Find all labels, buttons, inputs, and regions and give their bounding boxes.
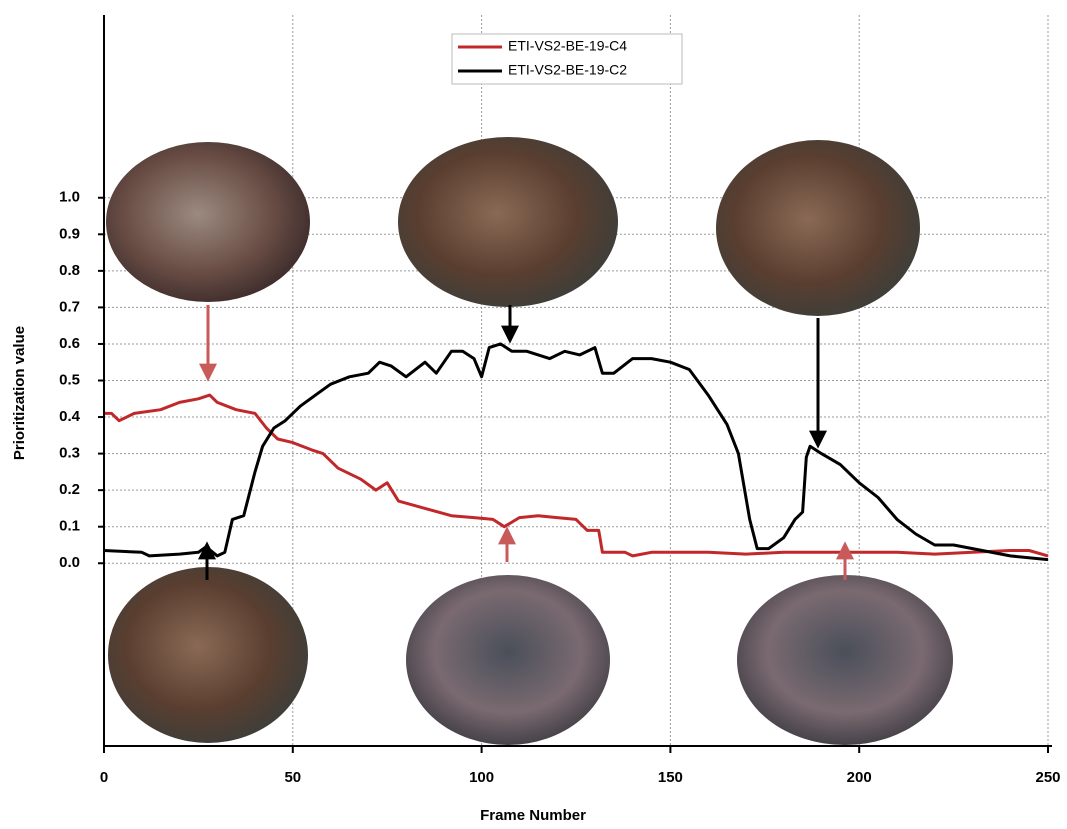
- lines: [104, 344, 1048, 560]
- photo: [737, 575, 953, 745]
- x-tick-label: 250: [1035, 769, 1060, 786]
- y-tick-label: 0.6: [59, 335, 80, 352]
- x-tick-label: 150: [658, 769, 683, 786]
- legend: ETI-VS2-BE-19-C4 ETI-VS2-BE-19-C2: [452, 34, 682, 84]
- x-tick-label: 100: [469, 769, 494, 786]
- y-tick-label: 0.2: [59, 481, 80, 498]
- series-line: [104, 344, 1048, 560]
- series-line: [104, 395, 1048, 556]
- photo: [716, 140, 920, 316]
- legend-label: ETI-VS2-BE-19-C2: [508, 62, 627, 78]
- y-tick-label: 0.5: [59, 371, 80, 388]
- y-tick-label: 0.8: [59, 262, 80, 279]
- chart: Frame Number Prioritization value ETI-VS…: [0, 0, 1067, 829]
- photo: [108, 567, 308, 743]
- y-axis-title: Prioritization value: [11, 326, 28, 460]
- photo: [398, 137, 618, 307]
- y-tick-label: 0.0: [59, 554, 80, 571]
- photos: [106, 137, 953, 745]
- y-tick-label: 0.1: [59, 518, 80, 535]
- y-tick-label: 0.4: [59, 408, 81, 425]
- x-tick-label: 50: [284, 769, 301, 786]
- photo: [106, 142, 310, 302]
- y-tick-label: 0.7: [59, 298, 80, 315]
- legend-label: ETI-VS2-BE-19-C4: [508, 38, 627, 54]
- x-tick-label: 0: [100, 769, 108, 786]
- y-tick-label: 0.9: [59, 225, 80, 242]
- x-axis-title: Frame Number: [480, 807, 586, 824]
- y-tick-label: 0.3: [59, 445, 80, 462]
- photo: [406, 575, 610, 745]
- y-tick-label: 1.0: [59, 189, 80, 206]
- x-tick-label: 200: [847, 769, 872, 786]
